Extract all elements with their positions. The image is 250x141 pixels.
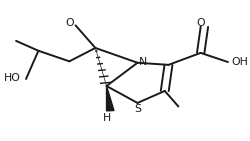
Polygon shape [106,86,114,111]
Text: O: O [65,18,74,28]
Text: O: O [196,18,205,28]
Text: N: N [139,57,147,67]
Text: OH: OH [232,57,248,67]
Text: HO: HO [4,73,21,83]
Text: H: H [102,114,111,123]
Text: S: S [134,104,141,114]
